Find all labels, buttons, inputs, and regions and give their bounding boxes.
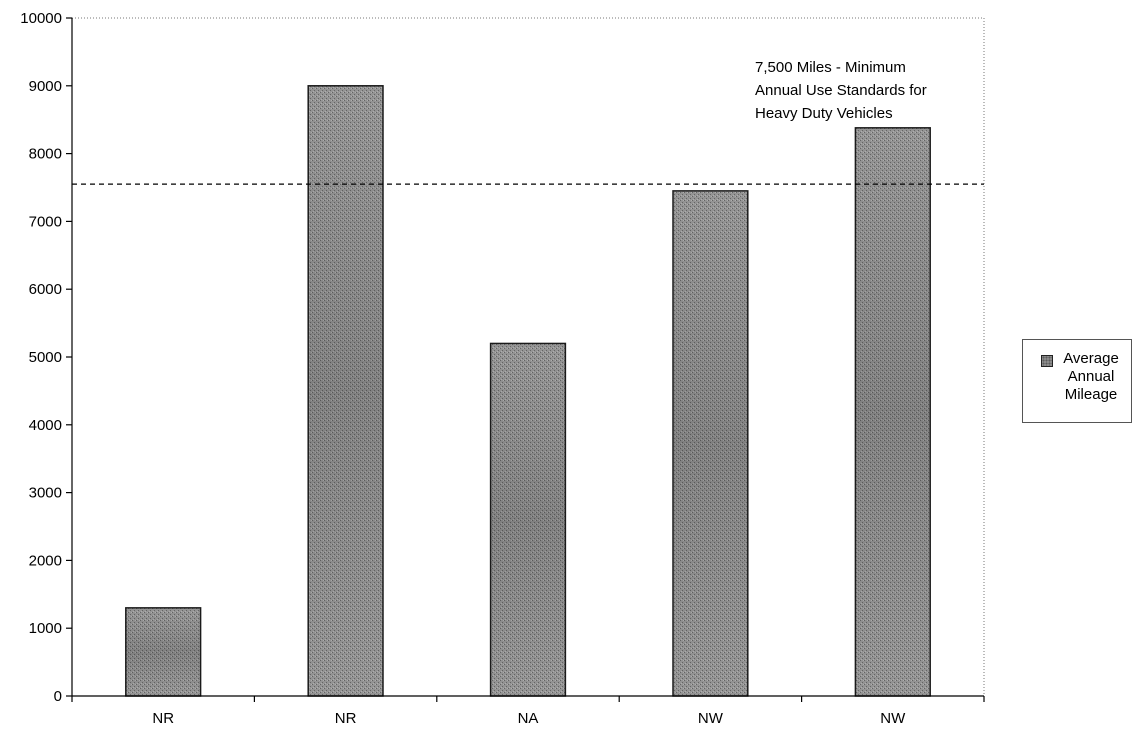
- bar-shade-4: [856, 128, 930, 695]
- bar-shade-3: [674, 191, 747, 695]
- y-tick-label-6: 6000: [29, 281, 62, 298]
- bars-group: [125, 85, 931, 697]
- y-axis-ticks: 0 1000 2000 3000 4000 5000 6000 7000 8000 9000 100…: [20, 10, 72, 705]
- annotation-line-3: Heavy Duty Vehicles: [755, 105, 893, 122]
- bar-shade-0: [126, 608, 200, 695]
- y-tick-label-5: 5000: [29, 349, 62, 366]
- legend: Average Annual Mileage: [1022, 339, 1132, 423]
- bar-shade-1: [309, 86, 382, 696]
- y-tick-label-0: 0: [54, 688, 62, 705]
- reference-annotation: 7,500 Miles - Minimum Annual Use Standar…: [755, 59, 927, 122]
- y-tick-label-4: 4000: [29, 417, 62, 434]
- y-tick-label-9: 9000: [29, 78, 62, 95]
- y-tick-label-1: 1000: [29, 620, 62, 637]
- x-tick-label-4: NW: [880, 710, 906, 727]
- x-axis-ticks: NR NR NA NW NW: [71, 696, 985, 727]
- legend-swatch: [1041, 355, 1053, 367]
- x-tick-label-2: NA: [518, 710, 539, 727]
- x-tick-label-3: NW: [698, 710, 724, 727]
- y-tick-label-3: 3000: [29, 485, 62, 502]
- bar-shade-2: [491, 344, 565, 695]
- annotation-line-1: 7,500 Miles - Minimum: [755, 59, 906, 76]
- x-tick-label-0: NR: [152, 710, 174, 727]
- annotation-line-2: Annual Use Standards for: [755, 82, 927, 99]
- y-tick-label-7: 7000: [29, 213, 62, 230]
- y-tick-label-10: 10000: [20, 10, 62, 27]
- y-tick-label-8: 8000: [29, 146, 62, 163]
- x-tick-label-1: NR: [335, 710, 357, 727]
- y-tick-label-2: 2000: [29, 552, 62, 569]
- legend-label: Average Annual Mileage: [1063, 350, 1119, 403]
